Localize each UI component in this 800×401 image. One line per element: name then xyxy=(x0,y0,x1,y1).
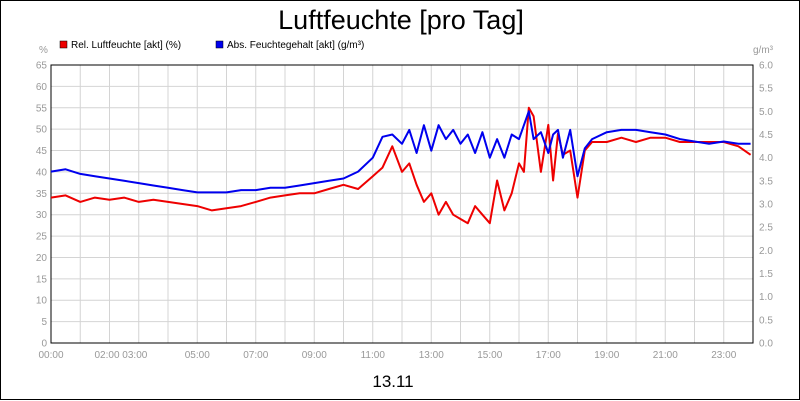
x-tick-label: 07:00 xyxy=(243,350,268,361)
grid xyxy=(51,64,753,344)
y-right-tick-label: 3.5 xyxy=(759,176,773,187)
series-layer xyxy=(50,106,752,225)
legend-label: Abs. Feuchtegehalt [akt] (g/m³) xyxy=(227,40,364,51)
y-right-tick-label: 6.0 xyxy=(759,61,773,72)
legend-label: Rel. Luftfeuchte [akt] (%) xyxy=(71,40,181,51)
y-right-tick-label: 3.0 xyxy=(759,200,773,211)
y-right-tick-label: 5.5 xyxy=(759,84,773,95)
x-tick-label: 09:00 xyxy=(302,350,327,361)
y-left-tick-label: 45 xyxy=(36,146,48,157)
y-right-tick-label: 1.0 xyxy=(759,292,773,303)
legend-swatch xyxy=(215,40,224,49)
x-tick-label: 19:00 xyxy=(594,350,619,361)
y-right-unit: g/m³ xyxy=(753,45,774,56)
y-left-axis: 0 5 10 15 20 25 30 35 40 45 50 55 60 65 xyxy=(36,61,48,350)
y-left-tick-label: 65 xyxy=(36,61,48,72)
y-left-tick-label: 20 xyxy=(36,253,48,264)
y-left-tick-label: 0 xyxy=(41,339,47,350)
y-left-tick-label: 10 xyxy=(36,296,48,307)
y-right-tick-label: 2.0 xyxy=(759,246,773,257)
x-tick-label: 05:00 xyxy=(185,350,210,361)
y-left-tick-label: 35 xyxy=(36,189,48,200)
x-tick-label: 15:00 xyxy=(477,350,502,361)
y-left-tick-label: 55 xyxy=(36,103,48,114)
y-right-tick-label: 1.5 xyxy=(759,269,773,280)
x-tick-label: 17:00 xyxy=(536,350,561,361)
x-tick-label: 02:00 03:00 xyxy=(95,350,148,361)
legend-swatch xyxy=(59,40,68,49)
legend: Rel. Luftfeuchte [akt] (%) Abs. Feuchtege… xyxy=(59,40,364,51)
x-axis-label: 13.11 xyxy=(372,372,413,391)
x-axis: 00:00 02:00 03:00 05:00 07:00 09:00 11:00 13:0… xyxy=(38,350,736,361)
chart-title: Luftfeuchte [pro Tag] xyxy=(278,5,524,35)
y-left-unit: % xyxy=(39,45,48,56)
x-tick-label: 00:00 xyxy=(38,350,63,361)
x-tick-label: 23:00 xyxy=(711,350,736,361)
y-left-tick-label: 30 xyxy=(36,210,48,221)
y-right-axis: 0.0 0.5 1.0 1.5 2.0 2.5 3.0 3.5 4.0 4.5 5.0 5.5 6.0 xyxy=(759,61,773,350)
x-tick-label: 13:00 xyxy=(419,350,444,361)
plot-area xyxy=(50,64,754,344)
y-left-tick-label: 5 xyxy=(41,317,47,328)
y-left-tick-label: 50 xyxy=(36,125,48,136)
y-left-tick-label: 40 xyxy=(36,167,48,178)
y-right-tick-label: 4.0 xyxy=(759,153,773,164)
y-left-tick-label: 25 xyxy=(36,232,48,243)
y-right-tick-label: 4.5 xyxy=(759,130,773,141)
y-left-tick-label: 60 xyxy=(36,82,48,93)
y-right-tick-label: 5.0 xyxy=(759,107,773,118)
series-line-1 xyxy=(50,110,751,194)
series-line-0 xyxy=(50,106,752,225)
y-left-tick-label: 15 xyxy=(36,274,48,285)
y-right-tick-label: 0.0 xyxy=(759,339,773,350)
y-right-tick-label: 2.5 xyxy=(759,223,773,234)
y-right-tick-label: 0.5 xyxy=(759,315,773,326)
x-tick-label: 11:00 xyxy=(361,350,386,361)
x-tick-label: 21:00 xyxy=(653,350,678,361)
